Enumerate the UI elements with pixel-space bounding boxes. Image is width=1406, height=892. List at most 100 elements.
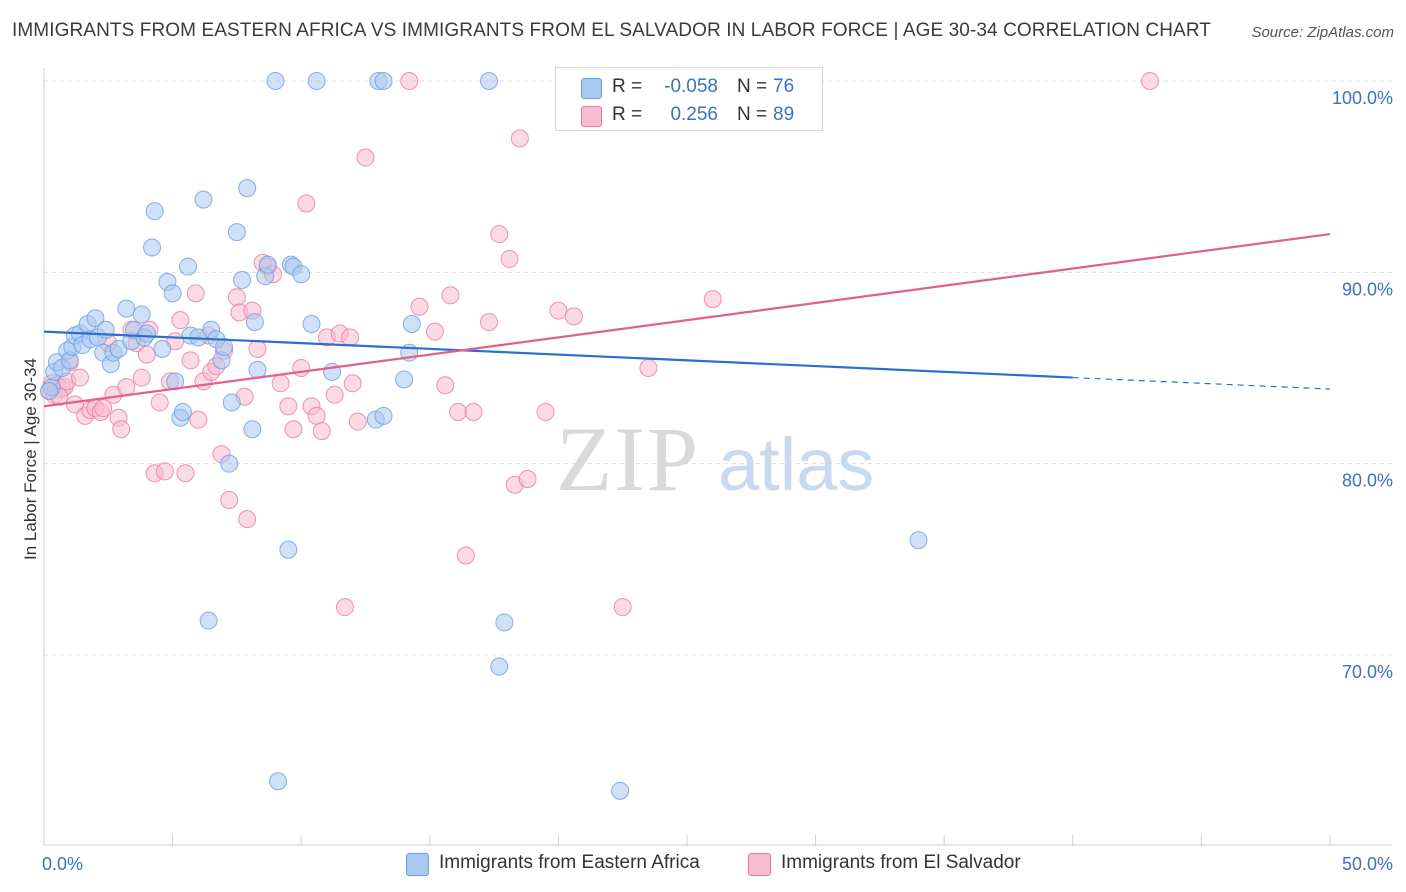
legend-n-label: N =: [737, 104, 768, 125]
point-eastern-africa: [117, 299, 136, 318]
point-el-salvador: [176, 464, 195, 483]
trend-lines: [43, 232, 1331, 408]
point-el-salvador: [220, 491, 239, 510]
axes: [43, 68, 1392, 846]
point-eastern-africa: [611, 781, 630, 800]
point-eastern-africa: [909, 531, 928, 550]
point-eastern-africa: [495, 613, 514, 632]
point-el-salvador: [564, 307, 583, 326]
point-eastern-africa: [40, 381, 59, 400]
legend-r-value: 0.256: [670, 104, 718, 125]
watermark-atlas: atlas: [718, 423, 874, 506]
y-tick-label: 90.0%: [1342, 279, 1393, 299]
legend-r-value: -0.058: [664, 76, 718, 97]
point-el-salvador: [703, 290, 722, 309]
trend-line-el-salvador: [43, 232, 1331, 408]
point-eastern-africa: [266, 72, 285, 90]
point-el-salvador: [248, 339, 267, 358]
y-tick-label: 100.0%: [1332, 88, 1393, 108]
x-tick-label: 50.0%: [1342, 854, 1393, 874]
legend-swatch-eastern-africa: [406, 853, 429, 876]
source-credit: Source: ZipAtlas.com: [1251, 24, 1394, 41]
point-eastern-africa: [395, 370, 414, 389]
point-eastern-africa: [194, 190, 213, 209]
point-eastern-africa: [238, 179, 257, 198]
point-eastern-africa: [227, 223, 246, 242]
point-eastern-africa: [153, 339, 172, 358]
y-tick-label: 70.0%: [1342, 662, 1393, 682]
legend-label: Immigrants from Eastern Africa: [439, 852, 700, 873]
tick-labels: 100.0% 90.0% 80.0% 70.0% 0.0% 50.0%: [42, 88, 1393, 874]
point-el-salvador: [456, 546, 475, 565]
point-eastern-africa: [199, 611, 218, 630]
trend-line-eastern-africa-extension: [1072, 376, 1331, 390]
point-eastern-africa: [215, 337, 234, 356]
point-el-salvador: [307, 406, 326, 425]
point-el-salvador: [510, 129, 529, 148]
point-el-salvador: [155, 462, 174, 481]
correlation-legend: R = -0.058 N = 76 R = 0.256 N = 89: [555, 67, 823, 131]
point-el-salvador: [117, 378, 136, 397]
point-el-salvador: [94, 399, 113, 418]
point-eastern-africa: [173, 403, 192, 422]
point-el-salvador: [464, 403, 483, 422]
point-el-salvador: [292, 359, 311, 377]
point-eastern-africa: [163, 284, 182, 303]
legend-row-eastern-africa: R = -0.058 N = 76: [556, 74, 822, 100]
trend-line-eastern-africa: [43, 330, 1073, 379]
point-eastern-africa: [132, 305, 151, 324]
data-points: [40, 72, 1159, 800]
legend-n-label: N =: [737, 76, 768, 97]
point-el-salvador: [490, 225, 509, 244]
point-eastern-africa: [86, 309, 105, 328]
point-eastern-africa: [245, 313, 264, 332]
point-el-salvador: [549, 301, 568, 320]
watermark-zip: ZIP: [556, 408, 700, 510]
point-el-salvador: [500, 249, 519, 268]
point-eastern-africa: [479, 72, 498, 90]
legend-row-el-salvador: R = 0.256 N = 89: [556, 102, 822, 128]
x-tick-label: 0.0%: [42, 854, 83, 874]
point-el-salvador: [325, 385, 344, 404]
point-eastern-africa: [179, 257, 198, 276]
legend-swatch-eastern-africa: [581, 78, 602, 99]
y-axis-title: In Labor Force | Age 30-34: [21, 358, 40, 560]
point-eastern-africa: [220, 454, 239, 473]
point-el-salvador: [189, 410, 208, 429]
point-el-salvador: [425, 322, 444, 341]
point-el-salvador: [441, 286, 460, 305]
chart-title: IMMIGRANTS FROM EASTERN AFRICA VS IMMIGR…: [12, 20, 1211, 41]
point-eastern-africa: [279, 540, 298, 559]
point-el-salvador: [137, 345, 156, 364]
point-el-salvador: [284, 420, 303, 439]
point-eastern-africa: [243, 420, 262, 439]
point-el-salvador: [536, 403, 555, 422]
point-eastern-africa: [269, 772, 288, 791]
point-el-salvador: [238, 510, 257, 529]
point-eastern-africa: [302, 314, 321, 333]
point-el-salvador: [1140, 72, 1159, 90]
point-el-salvador: [343, 374, 362, 393]
y-tick-label: 80.0%: [1342, 471, 1393, 491]
point-el-salvador: [341, 328, 360, 347]
point-el-salvador: [449, 403, 468, 422]
point-el-salvador: [186, 284, 205, 303]
point-el-salvador: [436, 376, 455, 395]
legend-swatch-el-salvador: [748, 853, 771, 876]
point-el-salvador: [613, 598, 632, 617]
point-el-salvador: [132, 368, 151, 387]
point-el-salvador: [71, 368, 90, 387]
point-eastern-africa: [402, 314, 421, 333]
point-eastern-africa: [233, 270, 252, 289]
point-eastern-africa: [143, 238, 162, 257]
point-eastern-africa: [490, 657, 509, 676]
point-eastern-africa: [374, 406, 393, 425]
legend-r-label: R =: [612, 76, 643, 97]
point-eastern-africa: [166, 372, 185, 391]
legend-r-label: R =: [612, 104, 643, 125]
point-el-salvador: [297, 194, 316, 213]
point-el-salvador: [410, 297, 429, 316]
point-el-salvador: [171, 311, 190, 330]
point-el-salvador: [227, 288, 246, 307]
